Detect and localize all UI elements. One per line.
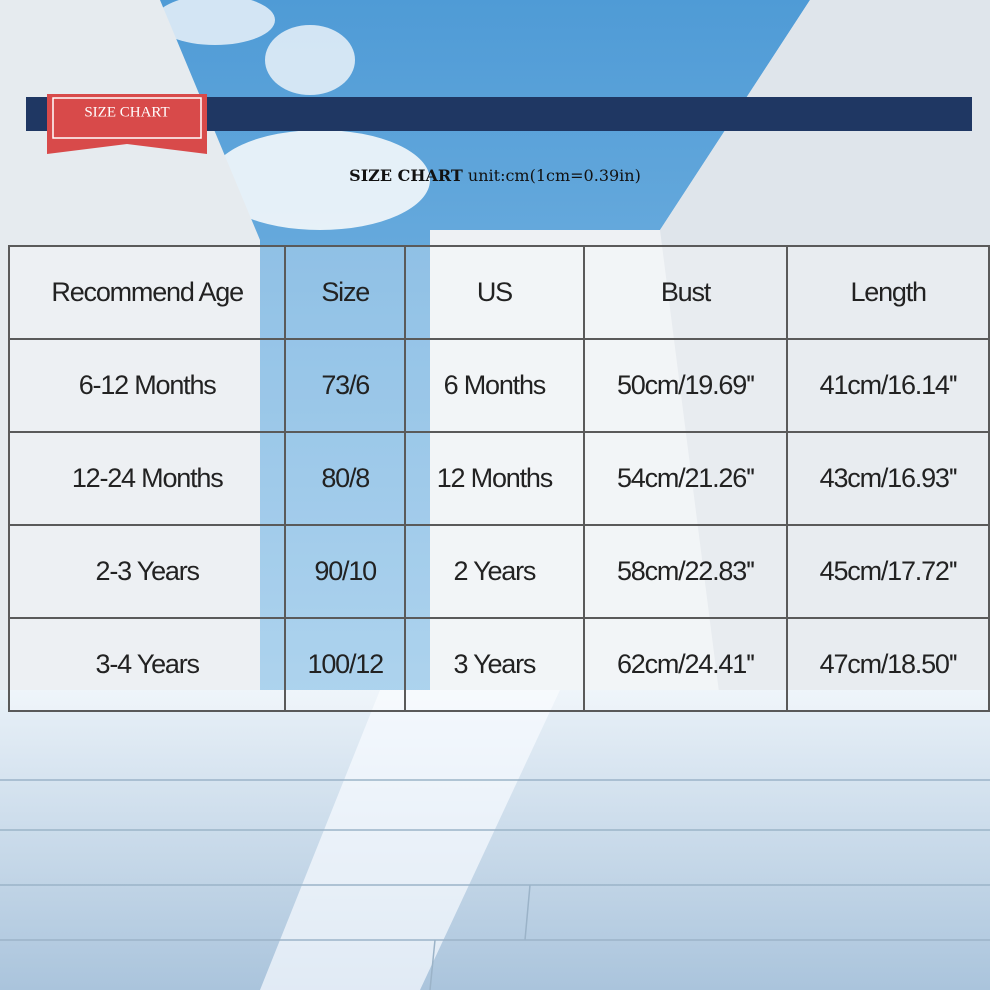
cell: 62cm/24.41'' — [582, 617, 789, 712]
cell: 73/6 — [284, 338, 407, 433]
heading: SIZE CHART unit:cm(1cm=0.39in) — [0, 166, 990, 185]
size-table: Recommend Age Size US Bust Length 6-12 Months… — [7, 245, 990, 712]
heading-rest: unit:cm(1cm=0.39in) — [467, 166, 641, 185]
cell: 3 Years — [404, 617, 585, 712]
table-row: 2-3 Years 90/10 2 Years 58cm/22.83'' 45cm/17… — [7, 524, 990, 619]
cell: Length — [786, 245, 990, 340]
cell: 12-24 Months — [7, 431, 287, 526]
cell: 6-12 Months — [7, 338, 287, 433]
cell: 47cm/18.50'' — [786, 617, 990, 712]
cell: 100/12 — [284, 617, 407, 712]
badge: SIZE CHART — [47, 94, 207, 154]
cell: 54cm/21.26'' — [582, 431, 789, 526]
badge-label: SIZE CHART — [84, 104, 169, 120]
cell: 6 Months — [404, 338, 585, 433]
heading-bold: SIZE CHART — [349, 166, 463, 185]
cell: Recommend Age — [7, 245, 287, 340]
cell: 43cm/16.93'' — [786, 431, 990, 526]
table-row: 6-12 Months 73/6 6 Months 50cm/19.69'' 41cm/… — [7, 338, 990, 433]
cell: 2 Years — [404, 524, 585, 619]
cell: 41cm/16.14'' — [786, 338, 990, 433]
cell: 90/10 — [284, 524, 407, 619]
cell: Size — [284, 245, 407, 340]
cell: 50cm/19.69'' — [582, 338, 789, 433]
header-row: Recommend Age Size US Bust Length — [7, 245, 990, 340]
cell: 45cm/17.72'' — [786, 524, 990, 619]
cell: 3-4 Years — [7, 617, 287, 712]
cell: 58cm/22.83'' — [582, 524, 789, 619]
cell: US — [404, 245, 585, 340]
cell: 2-3 Years — [7, 524, 287, 619]
table-row: 12-24 Months 80/8 12 Months 54cm/21.26'' 43c… — [7, 431, 990, 526]
table-row: 3-4 Years 100/12 3 Years 62cm/24.41'' 47cm/1… — [7, 617, 990, 712]
cell: 12 Months — [404, 431, 585, 526]
cell: Bust — [582, 245, 789, 340]
cell: 80/8 — [284, 431, 407, 526]
